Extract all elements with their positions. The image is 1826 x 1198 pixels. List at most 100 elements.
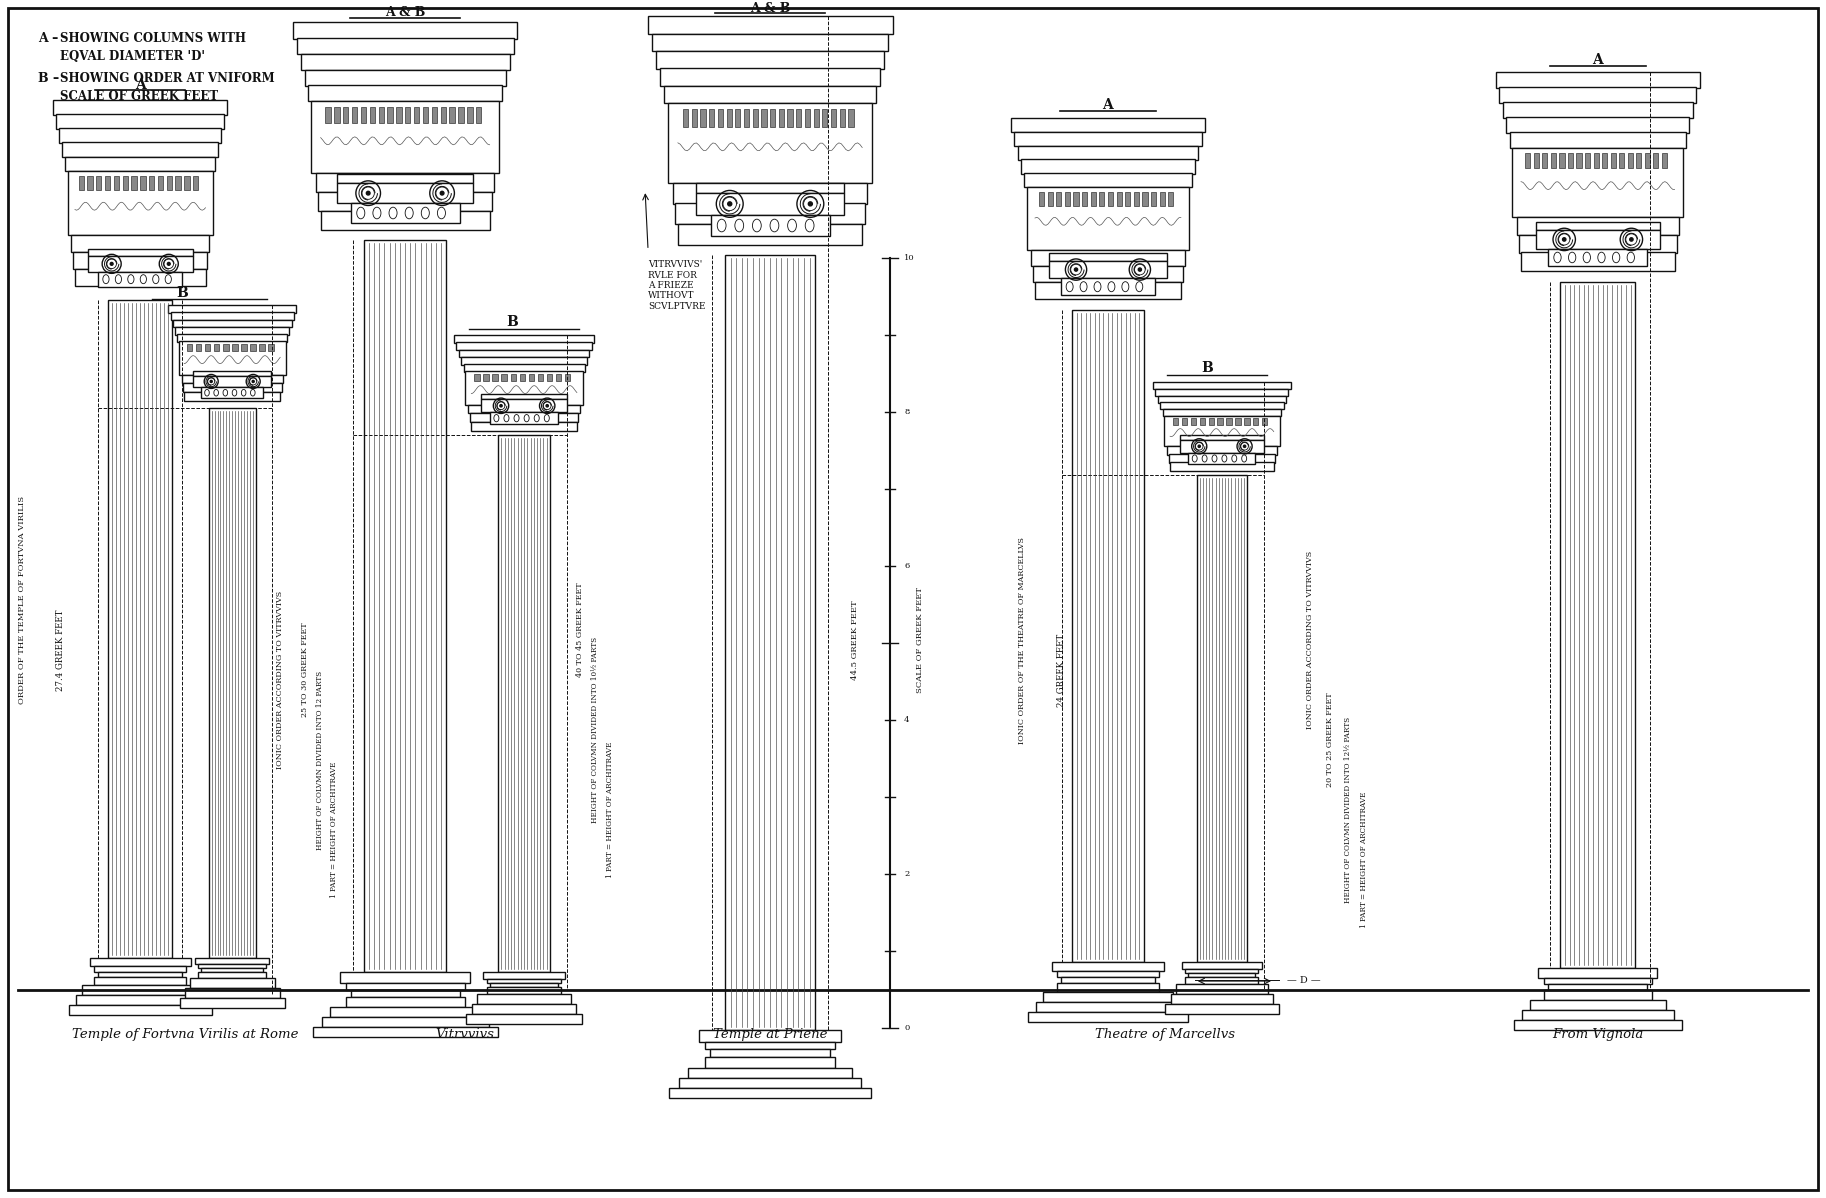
Bar	[1167, 447, 1276, 455]
Bar	[1026, 187, 1189, 249]
Circle shape	[1563, 237, 1567, 241]
Bar	[1662, 153, 1667, 169]
Bar	[469, 405, 579, 413]
Bar	[1116, 192, 1121, 206]
Bar	[466, 371, 582, 405]
Bar	[1061, 278, 1156, 295]
Circle shape	[210, 381, 212, 382]
Bar	[1134, 192, 1139, 206]
Bar	[1585, 153, 1590, 169]
Circle shape	[729, 201, 732, 206]
Bar	[1181, 962, 1262, 968]
Bar	[1262, 418, 1267, 425]
Bar	[1521, 1010, 1674, 1019]
Bar	[822, 109, 827, 127]
Text: B –: B –	[38, 72, 60, 85]
Bar	[1539, 968, 1658, 978]
Text: Theatre of Marcellvs: Theatre of Marcellvs	[1096, 1028, 1234, 1041]
Bar	[1074, 192, 1079, 206]
Bar	[1043, 992, 1172, 1003]
Bar	[1017, 146, 1198, 159]
Bar	[62, 143, 217, 157]
Circle shape	[546, 405, 548, 407]
Bar	[141, 176, 146, 190]
Bar	[555, 374, 561, 381]
Bar	[1559, 153, 1565, 169]
Bar	[471, 1004, 577, 1014]
Bar	[60, 128, 221, 143]
Bar	[88, 256, 194, 272]
Bar	[99, 972, 183, 978]
Text: 6: 6	[904, 562, 909, 570]
Bar	[458, 107, 464, 122]
Text: Temple of Fortvna Virilis at Rome: Temple of Fortvna Virilis at Rome	[71, 1028, 298, 1041]
Bar	[546, 374, 551, 381]
Bar	[194, 176, 199, 190]
Bar	[743, 109, 749, 127]
Bar	[1181, 418, 1187, 425]
Bar	[1165, 1004, 1278, 1014]
Circle shape	[1244, 446, 1245, 447]
Bar	[805, 109, 811, 127]
Bar	[378, 107, 383, 122]
Bar	[484, 972, 564, 979]
Bar	[701, 109, 705, 127]
Bar	[665, 85, 876, 103]
Text: A –: A –	[38, 32, 58, 46]
Bar	[1165, 416, 1280, 447]
Bar	[1517, 217, 1678, 235]
Bar	[708, 109, 714, 127]
Bar	[564, 374, 570, 381]
Bar	[1653, 153, 1658, 169]
Bar	[676, 204, 866, 224]
Circle shape	[367, 192, 371, 195]
Bar	[73, 252, 208, 268]
Bar	[1169, 454, 1275, 462]
Bar	[131, 176, 137, 190]
Bar	[1172, 418, 1178, 425]
Bar	[343, 107, 349, 122]
Bar	[57, 114, 225, 129]
Bar	[1143, 192, 1147, 206]
Bar	[1200, 418, 1205, 425]
Bar	[166, 176, 172, 190]
Bar	[1525, 153, 1530, 169]
Bar	[334, 107, 340, 122]
Bar	[489, 984, 559, 987]
Bar	[1234, 418, 1240, 425]
Bar	[186, 344, 192, 351]
Bar	[648, 17, 893, 35]
Bar	[1035, 282, 1181, 298]
Bar	[79, 176, 84, 190]
Bar	[710, 1049, 829, 1057]
Text: IONIC ORDER ACCORDING TO VITRVVIVS: IONIC ORDER ACCORDING TO VITRVVIVS	[276, 591, 285, 769]
Bar	[1152, 382, 1291, 389]
Bar	[1514, 1019, 1682, 1030]
Text: HEIGHT OF COLVMN DIVIDED INTO 12 PARTS: HEIGHT OF COLVMN DIVIDED INTO 12 PARTS	[316, 671, 325, 849]
Bar	[475, 374, 480, 381]
Bar	[1594, 153, 1598, 169]
Text: B: B	[506, 315, 519, 329]
Bar	[179, 341, 285, 375]
Bar	[530, 374, 533, 381]
Bar	[66, 157, 215, 171]
Bar	[482, 399, 566, 412]
Bar	[1495, 72, 1700, 87]
Text: 20 TO 25 GREEK FEET: 20 TO 25 GREEK FEET	[1326, 692, 1333, 787]
Bar	[68, 170, 214, 235]
Bar	[53, 101, 226, 115]
Bar	[201, 387, 263, 398]
Bar	[1636, 153, 1642, 169]
Bar	[71, 235, 208, 253]
Bar	[670, 1089, 871, 1099]
Bar	[122, 176, 128, 190]
Bar	[484, 374, 489, 381]
Bar	[656, 52, 884, 68]
Bar	[415, 107, 420, 122]
Bar	[668, 103, 873, 183]
Bar	[1034, 266, 1183, 283]
Bar	[1028, 1012, 1187, 1022]
Bar	[1530, 1000, 1665, 1010]
Bar	[1052, 962, 1165, 972]
Bar	[1170, 993, 1273, 1004]
